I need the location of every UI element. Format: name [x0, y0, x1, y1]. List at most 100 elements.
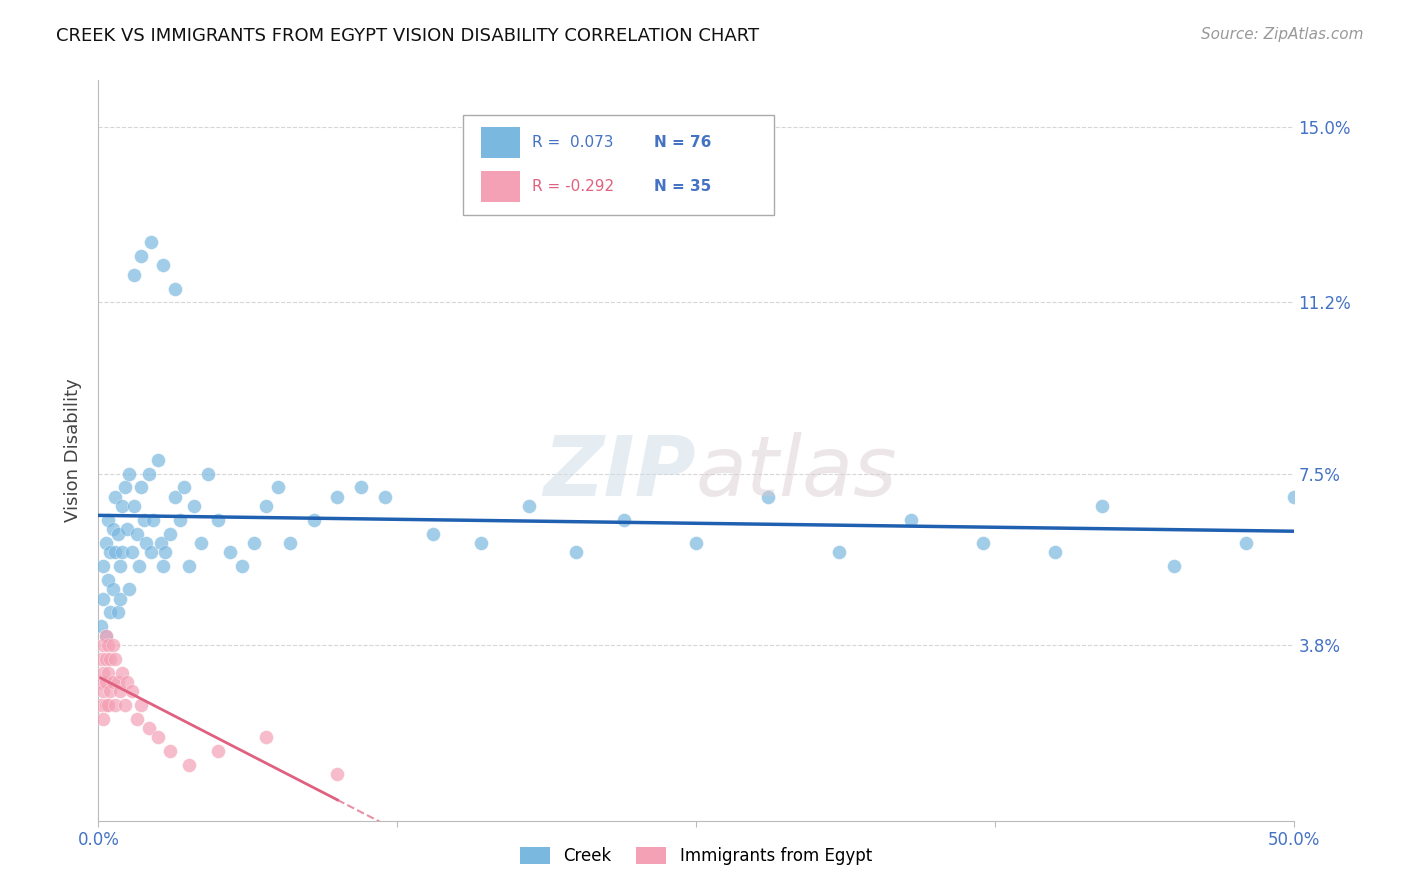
Point — [90, 619, 112, 633]
Point — [107, 526, 129, 541]
Point — [104, 651, 127, 665]
Point — [138, 721, 160, 735]
Point — [104, 490, 127, 504]
Point — [159, 526, 181, 541]
Point — [517, 499, 540, 513]
Point — [101, 638, 124, 652]
Point — [90, 651, 112, 665]
Point — [118, 582, 141, 597]
Point — [91, 712, 114, 726]
Point — [125, 526, 148, 541]
Point — [111, 499, 134, 513]
Point — [1234, 536, 1257, 550]
Point — [207, 513, 229, 527]
Point — [104, 698, 127, 712]
Point — [124, 499, 146, 513]
Point — [207, 744, 229, 758]
Point — [101, 582, 124, 597]
Point — [97, 698, 120, 712]
Point — [326, 490, 349, 504]
Point — [91, 638, 114, 652]
Point — [111, 665, 134, 680]
Point — [183, 499, 205, 513]
Point — [131, 249, 153, 263]
Point — [278, 536, 301, 550]
Point — [107, 606, 129, 620]
Point — [149, 536, 172, 550]
Point — [107, 674, 129, 689]
Point — [422, 526, 444, 541]
Point — [108, 684, 131, 698]
Point — [98, 651, 122, 665]
Point — [98, 606, 122, 620]
Point — [1043, 545, 1066, 559]
Point — [98, 545, 122, 559]
Point — [267, 481, 290, 495]
Point — [135, 536, 157, 550]
Point — [97, 665, 120, 680]
Point — [104, 545, 127, 559]
Text: CREEK VS IMMIGRANTS FROM EGYPT VISION DISABILITY CORRELATION CHART: CREEK VS IMMIGRANTS FROM EGYPT VISION DI… — [56, 27, 759, 45]
Point — [94, 628, 117, 642]
Point — [756, 490, 779, 504]
Point — [91, 591, 114, 606]
Point — [118, 467, 141, 481]
Legend: Creek, Immigrants from Egypt: Creek, Immigrants from Egypt — [513, 840, 879, 871]
Point — [350, 481, 373, 495]
Point — [114, 698, 136, 712]
Point — [155, 545, 177, 559]
Point — [219, 545, 242, 559]
Point — [97, 573, 120, 587]
Point — [173, 481, 195, 495]
Point — [179, 559, 201, 574]
Point — [94, 651, 117, 665]
Text: atlas: atlas — [696, 432, 897, 513]
Point — [254, 731, 277, 745]
Point — [152, 559, 174, 574]
Point — [124, 268, 146, 282]
Point — [128, 559, 150, 574]
Point — [101, 522, 124, 536]
Point — [115, 522, 138, 536]
Point — [828, 545, 851, 559]
Point — [101, 674, 124, 689]
Point — [613, 513, 636, 527]
Point — [190, 536, 212, 550]
Point — [142, 513, 165, 527]
Point — [139, 235, 162, 250]
Point — [1163, 559, 1185, 574]
Point — [121, 684, 143, 698]
Point — [163, 281, 186, 295]
Point — [1091, 499, 1114, 513]
Point — [115, 674, 138, 689]
Point — [97, 638, 120, 652]
Point — [139, 545, 162, 559]
Point — [302, 513, 325, 527]
Point — [197, 467, 219, 481]
Point — [254, 499, 277, 513]
Point — [972, 536, 994, 550]
Point — [91, 665, 114, 680]
Point — [111, 545, 134, 559]
Point — [1282, 490, 1305, 504]
Point — [900, 513, 922, 527]
Point — [179, 758, 201, 772]
Point — [91, 559, 114, 574]
Point — [152, 259, 174, 273]
Point — [131, 698, 153, 712]
Point — [163, 490, 186, 504]
Point — [90, 674, 112, 689]
Point — [685, 536, 707, 550]
Point — [374, 490, 396, 504]
Point — [169, 513, 191, 527]
Point — [94, 698, 117, 712]
Point — [98, 684, 122, 698]
Text: Source: ZipAtlas.com: Source: ZipAtlas.com — [1201, 27, 1364, 42]
Point — [470, 536, 492, 550]
Point — [94, 674, 117, 689]
Point — [97, 513, 120, 527]
Point — [90, 698, 112, 712]
Point — [565, 545, 588, 559]
Point — [138, 467, 160, 481]
Point — [121, 545, 143, 559]
